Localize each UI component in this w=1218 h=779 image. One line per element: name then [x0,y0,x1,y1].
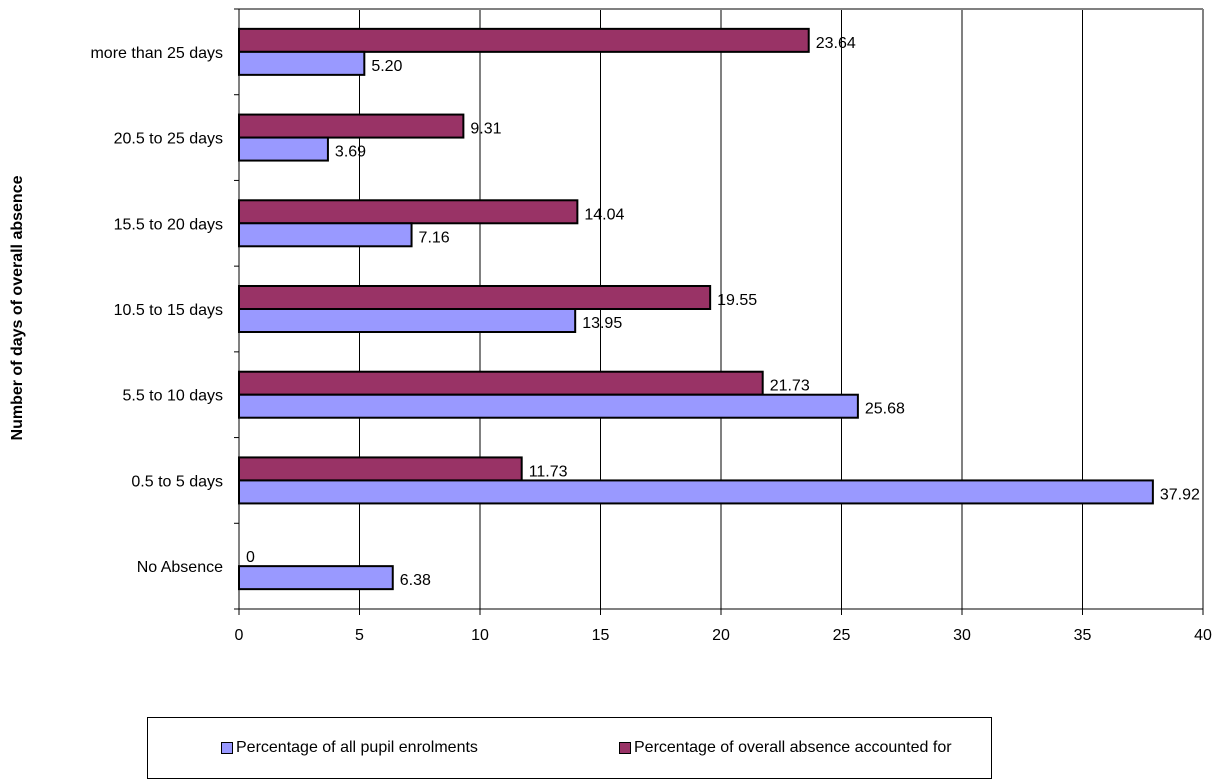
legend-swatch-absence [619,742,631,754]
legend-label-enrolments: Percentage of all pupil enrolments [236,739,478,756]
category-labels: more than 25 days 20.5 to 25 days 15.5 to … [90,45,223,576]
bar-enrolments [238,308,577,333]
data-label-absence: 14.04 [584,206,624,223]
category-label: 10.5 to 15 days [114,302,223,319]
x-tick-label: 5 [355,627,364,644]
bar-enrolments [238,50,366,76]
bar-absence [238,199,579,225]
x-tick-label: 30 [953,627,971,644]
data-label-enrolments: 5.20 [371,58,402,75]
x-tick-label: 25 [833,627,851,644]
data-label-enrolments: 25.68 [865,401,905,418]
bars [238,27,1154,591]
bar-enrolments [238,479,1154,505]
x-tick-label: 35 [1074,627,1092,644]
data-label-enrolments: 6.38 [400,572,431,589]
bar-absence [238,285,712,310]
bar-enrolments [238,222,413,248]
category-label: 15.5 to 20 days [114,216,223,233]
bar-absence [238,27,810,53]
legend-item-enrolments: Percentage of all pupil enrolments [221,739,478,757]
bar-absence [238,456,523,482]
data-label-absence: 11.73 [529,463,568,480]
legend-swatch-enrolments [221,742,233,754]
category-label: 0.5 to 5 days [131,473,223,490]
data-label-enrolments: 13.95 [582,315,622,332]
bar-absence [238,370,764,396]
x-tick-label: 0 [235,627,244,644]
data-label-enrolments: 7.16 [419,229,450,246]
x-tick-label: 40 [1194,627,1212,644]
legend-label-absence: Percentage of overall absence accounted … [634,739,952,756]
bar-chart: 23.64 5.20 9.31 3.69 14.04 7.16 19.55 13.95 21.7… [9,8,1212,644]
x-tick-label: 10 [471,627,489,644]
bar-enrolments [238,565,394,591]
data-label-absence: 0 [246,549,255,566]
legend: Percentage of all pupil enrolments Perce… [147,717,992,779]
data-label-enrolments: 37.92 [1160,486,1200,503]
bar-enrolments [238,136,329,162]
data-label-absence: 21.73 [770,378,810,395]
legend-item-absence: Percentage of overall absence accounted … [619,739,952,757]
x-tick-label: 20 [712,627,730,644]
bar-absence [238,113,465,139]
x-tick-label: 15 [592,627,610,644]
category-label: more than 25 days [90,45,223,62]
data-label-absence: 9.31 [470,121,501,138]
category-label: 5.5 to 10 days [122,388,223,405]
category-label: No Absence [137,559,223,576]
data-label-absence: 19.55 [717,292,757,309]
data-labels: 23.64 5.20 9.31 3.69 14.04 7.16 19.55 13.95 21.7… [246,35,1200,589]
data-label-absence: 23.64 [816,35,856,52]
category-label: 20.5 to 25 days [114,131,223,148]
x-tick-labels: 0 5 10 15 20 25 30 35 40 [235,627,1212,644]
y-axis-title: Number of days of overall absence [9,175,26,440]
data-label-enrolments: 3.69 [335,144,366,161]
bar-enrolments [238,393,859,419]
